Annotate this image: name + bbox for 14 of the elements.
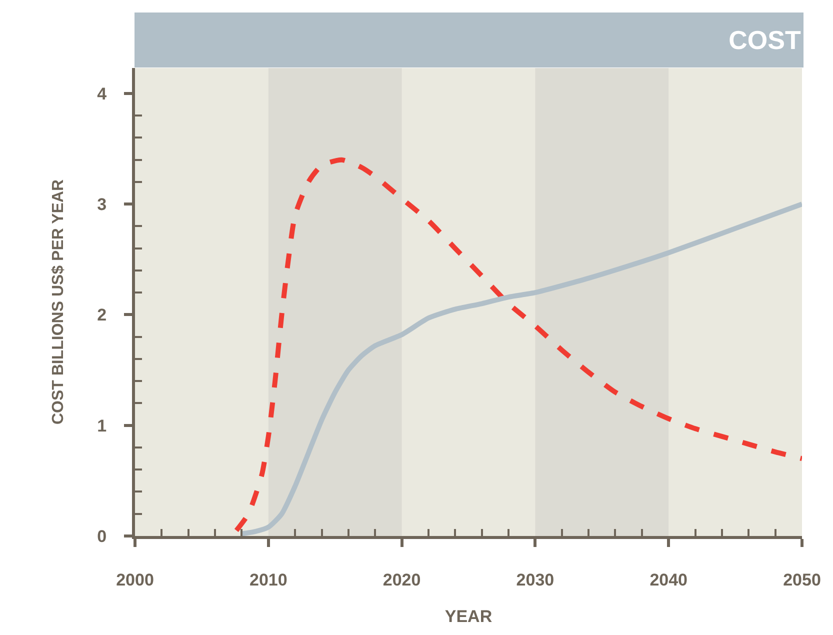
y-tick-label: 1 bbox=[97, 416, 107, 436]
x-tick-label: 2010 bbox=[249, 570, 288, 590]
y-tick-label: 4 bbox=[97, 84, 108, 104]
x-tick-label: 2000 bbox=[116, 570, 154, 590]
x-tick-label: 2020 bbox=[382, 570, 421, 590]
y-tick-label: 0 bbox=[97, 526, 107, 546]
x-axis-title: YEAR bbox=[444, 606, 492, 626]
chart-title: COST bbox=[728, 25, 801, 55]
y-axis-title: COST BILLIONS US$ PER YEAR bbox=[50, 179, 68, 425]
x-tick-label: 2050 bbox=[783, 570, 821, 590]
y-tick-label: 3 bbox=[97, 195, 107, 214]
x-tick-label: 2030 bbox=[516, 570, 554, 590]
y-tick-label: 2 bbox=[97, 306, 107, 325]
x-tick-label: 2040 bbox=[650, 570, 688, 590]
